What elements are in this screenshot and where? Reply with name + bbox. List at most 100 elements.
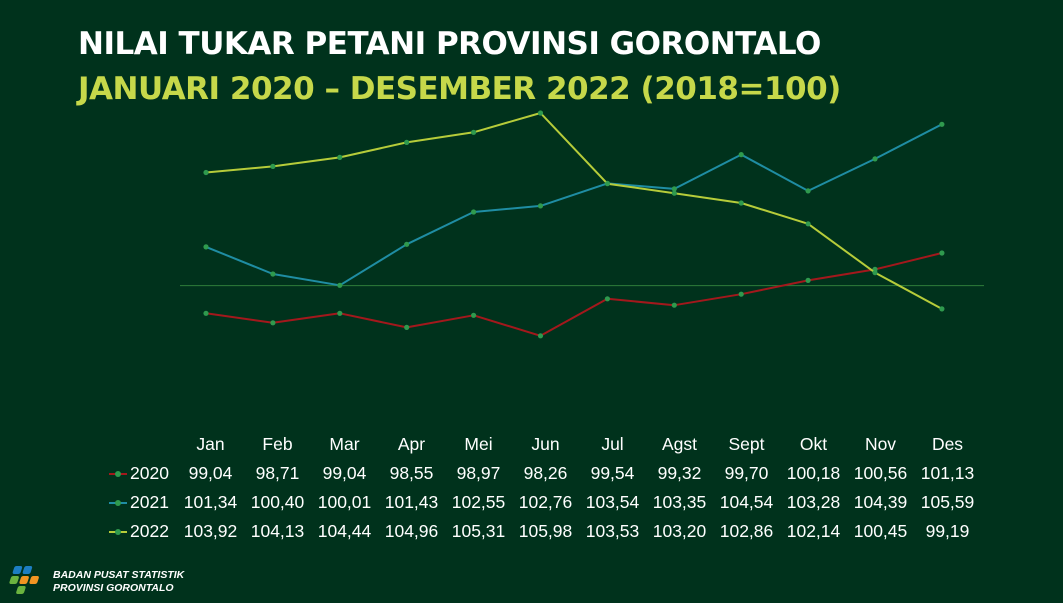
table-cell: 101,43 <box>384 492 439 512</box>
line-chart <box>180 110 984 339</box>
table-cell: 98,55 <box>389 463 434 483</box>
data-point-2020-Mar <box>337 310 343 316</box>
table-row: 2022 103,92 104,13 104,44 104,96 105,31 105,98… <box>107 517 981 546</box>
data-point-2022-Sept <box>738 200 744 206</box>
table-cell: 104,96 <box>384 521 439 541</box>
table-cell: 103,54 <box>585 492 640 512</box>
data-point-2022-Okt <box>805 221 811 227</box>
data-point-2020-Apr <box>404 324 410 330</box>
table-cell: 100,18 <box>786 463 841 483</box>
table-cell: 100,45 <box>853 521 908 541</box>
table-cell: 102,76 <box>518 492 573 512</box>
table-cell: 100,01 <box>317 492 372 512</box>
data-point-2022-Mei <box>471 129 477 135</box>
data-point-2022-Nov <box>872 270 878 276</box>
table-cell: 99,19 <box>925 521 970 541</box>
chart-subtitle: JANUARI 2020 – DESEMBER 2022 (2018=100) <box>78 71 841 107</box>
month-label: Mar <box>329 434 360 454</box>
legend-marker <box>107 469 129 479</box>
month-label: Feb <box>262 434 293 454</box>
data-point-2021-Des <box>939 121 945 127</box>
table-row: 2021 101,34 100,40 100,01 101,43 102,55 102,76… <box>107 488 981 517</box>
table-cell: 100,40 <box>250 492 305 512</box>
month-label: Sept <box>728 434 765 454</box>
legend-marker <box>107 498 129 508</box>
data-point-2021-Mar <box>337 282 343 288</box>
month-label: Okt <box>799 434 828 454</box>
data-point-2022-Feb <box>270 163 276 169</box>
data-point-2020-Mei <box>471 312 477 318</box>
data-point-2020-Jan <box>203 310 209 316</box>
data-point-2021-Okt <box>805 188 811 194</box>
table-cell: 103,28 <box>786 492 841 512</box>
table-cell: 103,53 <box>585 521 640 541</box>
data-point-2020-Jul <box>604 296 611 302</box>
table-cell: 99,32 <box>657 463 702 483</box>
month-label: Jun <box>531 434 560 454</box>
chart-title: NILAI TUKAR PETANI PROVINSI GORONTALO <box>78 26 821 62</box>
data-point-2020-Jun <box>537 333 544 339</box>
month-label: Jul <box>601 434 624 454</box>
table-cell: 105,59 <box>920 492 975 512</box>
data-point-2020-Agst <box>671 302 677 308</box>
table-cell: 99,04 <box>322 463 367 483</box>
data-point-2022-Mar <box>337 154 343 160</box>
legend-cell: 2021 <box>107 488 177 517</box>
data-point-2021-Apr <box>404 241 410 247</box>
series-name: 2022 <box>130 521 169 541</box>
table-cell: 103,35 <box>652 492 707 512</box>
table-cell: 105,31 <box>451 521 506 541</box>
table-cell: 101,13 <box>920 463 975 483</box>
series-line-2020 <box>205 252 943 337</box>
data-point-2020-Sept <box>738 291 744 297</box>
month-label: Jan <box>196 434 225 454</box>
data-point-2021-Sept <box>738 152 744 158</box>
data-point-2021-Jun <box>537 203 544 209</box>
month-header-row: Jan Feb Mar Apr Mei Jun Jul Agst Sept Okt Nov Des <box>107 430 981 459</box>
data-point-2022-Jan <box>203 169 209 176</box>
data-point-2020-Okt <box>805 277 811 283</box>
organization-region: PROVINSI GORONTALO <box>53 582 174 594</box>
data-point-2021-Mei <box>471 209 477 215</box>
data-table: Jan Feb Mar Apr Mei Jun Jul Agst Sept Okt Nov Des 2… <box>107 430 981 546</box>
legend-cell: 2020 <box>107 459 177 488</box>
legend-marker <box>107 527 129 537</box>
table-cell: 104,39 <box>853 492 908 512</box>
table-cell: 103,20 <box>652 521 707 541</box>
table-row: 2020 99,04 98,71 99,04 98,55 98,97 98,26 99,54 9… <box>107 459 981 488</box>
table-cell: 102,86 <box>719 521 774 541</box>
data-point-2021-Jan <box>203 244 209 250</box>
table-cell: 104,54 <box>719 492 774 512</box>
table-cell: 100,56 <box>853 463 908 483</box>
table-cell: 99,70 <box>724 463 769 483</box>
month-label: Agst <box>661 434 698 454</box>
table-cell: 105,98 <box>518 521 573 541</box>
series-name: 2021 <box>130 492 169 512</box>
table-cell: 104,13 <box>250 521 305 541</box>
data-point-2022-Jun <box>537 110 544 116</box>
table-cell: 102,14 <box>786 521 841 541</box>
data-point-2022-Agst <box>671 190 677 196</box>
table-cell: 99,04 <box>188 463 233 483</box>
month-label: Apr <box>397 434 426 454</box>
organization-name: BADAN PUSAT STATISTIK <box>53 569 185 581</box>
table-cell: 101,34 <box>183 492 238 512</box>
month-label: Nov <box>864 434 897 454</box>
data-point-2020-Feb <box>270 320 276 326</box>
series-line-2021 <box>205 123 943 287</box>
table-cell: 99,54 <box>590 463 635 483</box>
data-point-2021-Feb <box>270 271 276 277</box>
legend-cell: 2022 <box>107 517 177 546</box>
data-point-2021-Nov <box>872 156 878 162</box>
table-cell: 104,44 <box>317 521 372 541</box>
data-point-2022-Des <box>939 306 945 312</box>
table-cell: 98,71 <box>255 463 300 483</box>
data-point-2020-Des <box>939 250 945 256</box>
month-label: Des <box>931 434 964 454</box>
data-point-2022-Jul <box>604 181 611 187</box>
series-name: 2020 <box>130 463 169 483</box>
table-corner <box>107 430 177 459</box>
data-point-2021-Agst <box>671 186 677 192</box>
table-cell: 98,26 <box>523 463 568 483</box>
data-point-2022-Apr <box>404 139 410 145</box>
